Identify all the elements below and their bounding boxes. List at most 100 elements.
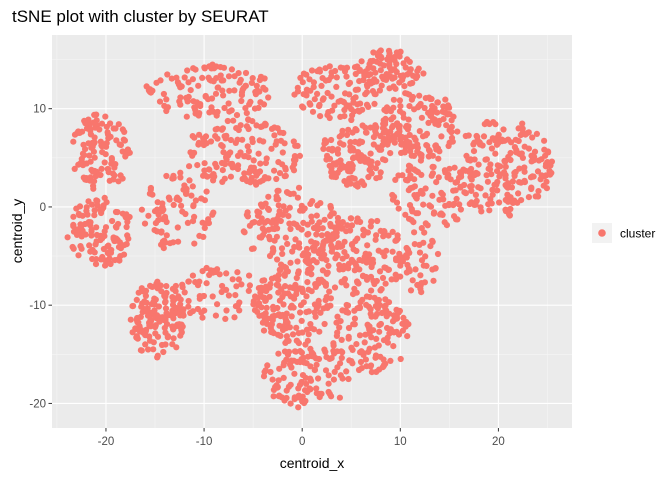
scatter-point — [432, 120, 439, 127]
scatter-point — [181, 74, 188, 81]
scatter-point — [298, 205, 305, 212]
scatter-point — [413, 75, 420, 82]
scatter-point — [287, 400, 294, 407]
scatter-point — [163, 289, 170, 297]
y-tick-label: 10 — [33, 104, 46, 116]
scatter-point — [383, 313, 390, 320]
scatter-point — [160, 348, 167, 356]
scatter-point — [445, 171, 452, 178]
scatter-point — [314, 226, 321, 233]
scatter-point — [383, 71, 390, 78]
scatter-point — [432, 142, 439, 149]
scatter-point — [305, 266, 312, 273]
scatter-point — [528, 158, 535, 165]
scatter-point — [430, 210, 437, 217]
scatter-point — [313, 240, 320, 247]
scatter-point — [361, 72, 368, 80]
scatter-point — [338, 354, 345, 361]
scatter-point — [337, 64, 344, 71]
scatter-point — [302, 397, 309, 405]
scatter-point — [223, 307, 230, 314]
scatter-point — [349, 129, 356, 136]
scatter-point — [345, 335, 352, 342]
scatter-point — [535, 188, 542, 195]
scatter-point — [490, 119, 497, 126]
scatter-point — [196, 131, 203, 138]
scatter-point — [406, 131, 413, 139]
scatter-point — [227, 136, 234, 144]
scatter-point — [349, 165, 356, 173]
scatter-point — [515, 190, 522, 197]
scatter-point — [300, 219, 307, 226]
scatter-point — [270, 393, 277, 400]
scatter-point — [357, 218, 364, 226]
scatter-point — [146, 319, 153, 326]
scatter-point — [188, 192, 195, 199]
scatter-point — [368, 334, 375, 341]
y-axis-ticks: -20 -10 0 10 — [29, 104, 52, 410]
scatter-point — [124, 232, 131, 239]
scatter-point — [234, 152, 242, 159]
scatter-point — [532, 193, 539, 200]
scatter-point — [418, 114, 425, 121]
scatter-point — [284, 240, 291, 247]
scatter-point — [334, 218, 342, 225]
scatter-point — [448, 128, 455, 136]
scatter-point — [267, 368, 274, 376]
scatter-point — [439, 108, 446, 115]
scatter-point — [98, 120, 106, 127]
scatter-point — [184, 67, 191, 74]
scatter-point — [525, 194, 533, 201]
scatter-point — [308, 325, 315, 332]
scatter-point — [298, 226, 305, 233]
scatter-point — [295, 404, 302, 411]
scatter-point — [356, 138, 363, 145]
scatter-point — [253, 181, 260, 188]
scatter-point — [429, 152, 436, 159]
scatter-point — [371, 294, 378, 301]
scatter-point — [414, 141, 421, 148]
scatter-point — [414, 168, 421, 176]
scatter-point — [199, 314, 206, 321]
scatter-point — [306, 76, 313, 83]
scatter-point — [409, 208, 416, 215]
scatter-point — [411, 176, 418, 183]
scatter-point — [367, 71, 374, 78]
scatter-point — [218, 288, 225, 296]
scatter-point — [207, 138, 215, 145]
scatter-point — [256, 77, 263, 84]
scatter-point — [338, 278, 345, 285]
scatter-point — [271, 237, 278, 244]
scatter-point — [135, 289, 142, 296]
scatter-point — [90, 182, 97, 190]
x-axis-ticks: -20 -10 0 10 20 — [98, 428, 505, 448]
scatter-point — [426, 148, 433, 155]
scatter-point — [314, 90, 321, 97]
scatter-point — [446, 139, 453, 146]
scatter-point — [158, 228, 165, 235]
scatter-point — [434, 250, 442, 258]
scatter-point — [212, 312, 219, 319]
scatter-point — [308, 288, 315, 295]
scatter-point — [82, 146, 89, 153]
scatter-point — [249, 75, 256, 82]
scatter-point — [347, 215, 354, 222]
scatter-point — [492, 137, 499, 144]
scatter-point — [344, 302, 352, 309]
scatter-point — [467, 157, 474, 164]
scatter-point — [285, 290, 292, 297]
scatter-point — [265, 94, 272, 101]
scatter-point — [243, 211, 250, 218]
scatter-point — [261, 75, 268, 82]
scatter-point — [220, 77, 227, 84]
scatter-point — [191, 213, 198, 220]
scatter-point — [273, 193, 280, 200]
scatter-point — [367, 273, 375, 280]
scatter-point — [170, 201, 177, 208]
scatter-point — [89, 201, 96, 208]
scatter-point — [537, 176, 544, 183]
scatter-point — [267, 281, 274, 288]
scatter-point — [373, 335, 380, 342]
scatter-point — [242, 69, 250, 77]
scatter-point — [129, 303, 136, 310]
